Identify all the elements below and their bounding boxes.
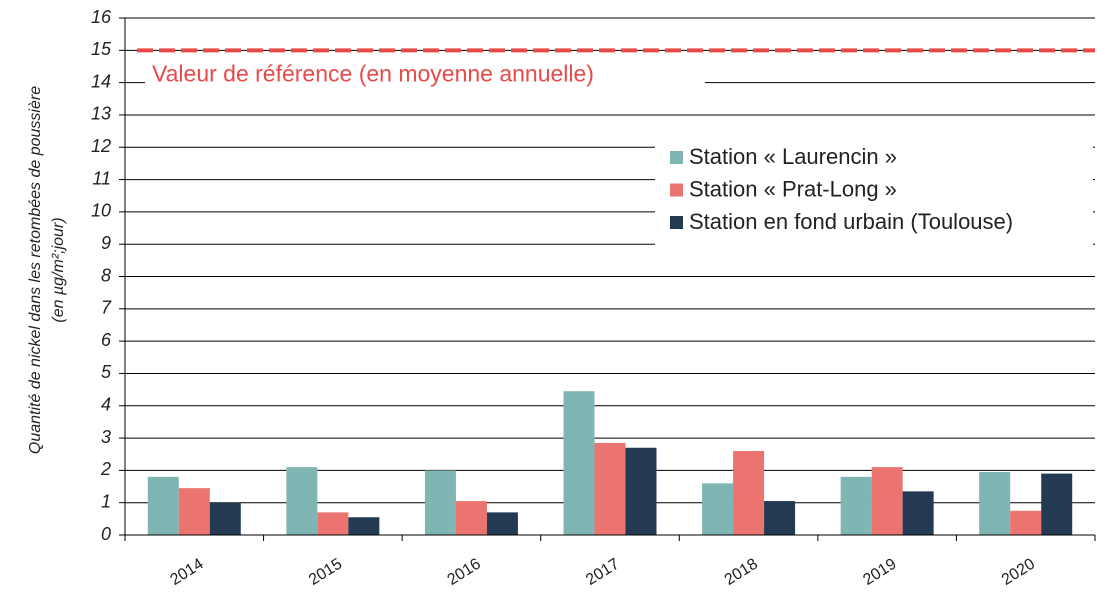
legend-swatch [670, 216, 683, 229]
y-axis-label: (en µg/m²;jour) [50, 217, 67, 322]
x-tick-label: 2015 [306, 555, 345, 588]
bar [424, 470, 456, 535]
bar [979, 471, 1011, 535]
y-axis-label: Quantité de nickel dans les retombées de… [27, 86, 44, 454]
bar [733, 450, 765, 535]
x-tick-label: 2016 [445, 555, 484, 588]
bar [702, 483, 734, 535]
y-tick-label: 15 [91, 39, 112, 59]
y-tick-label: 3 [101, 427, 111, 447]
reference-label-bg [145, 60, 705, 93]
legend-label: Station « Prat-Long » [689, 176, 897, 201]
y-tick-label: 12 [91, 136, 111, 156]
bar [871, 467, 903, 535]
bar [764, 501, 796, 535]
x-tick-label: 2014 [167, 555, 206, 588]
bar [286, 467, 318, 535]
legend-label: Station « Laurencin » [689, 144, 897, 169]
reference-label: Valeur de référence (en moyenne annuelle… [152, 60, 594, 86]
bar [209, 502, 241, 535]
y-tick-label: 5 [101, 362, 112, 382]
legend-label: Station en fond urbain (Toulouse) [689, 209, 1013, 234]
y-tick-label: 8 [101, 265, 111, 285]
x-tick-label: 2017 [583, 555, 622, 588]
bar [348, 517, 380, 535]
bar [840, 476, 872, 535]
y-tick-label: 11 [92, 168, 111, 188]
y-tick-label: 0 [101, 524, 111, 544]
bar [563, 391, 595, 535]
bar [1041, 473, 1073, 535]
legend-swatch [670, 151, 683, 164]
x-tick-label: 2018 [722, 555, 761, 588]
y-tick-label: 1 [101, 491, 111, 511]
y-tick-label: 14 [91, 71, 111, 91]
y-tick-label: 10 [91, 201, 111, 221]
x-tick-label: 2019 [860, 555, 899, 588]
bar [625, 447, 657, 535]
y-tick-label: 2 [100, 459, 111, 479]
legend-swatch [670, 183, 683, 197]
bar [178, 488, 210, 535]
bar [594, 442, 626, 535]
y-tick-label: 4 [101, 395, 111, 415]
y-tick-label: 9 [101, 233, 111, 253]
y-tick-label: 13 [91, 104, 111, 124]
bar [902, 491, 934, 535]
bar [486, 512, 518, 535]
legend-bg [655, 137, 1093, 249]
y-tick-label: 7 [101, 298, 112, 318]
bar [455, 501, 487, 535]
y-tick-label: 6 [101, 330, 112, 350]
bar [317, 512, 349, 535]
x-tick-label: 2020 [999, 555, 1038, 588]
bar [1010, 510, 1042, 535]
bar [147, 476, 179, 535]
y-tick-label: 16 [91, 7, 112, 27]
